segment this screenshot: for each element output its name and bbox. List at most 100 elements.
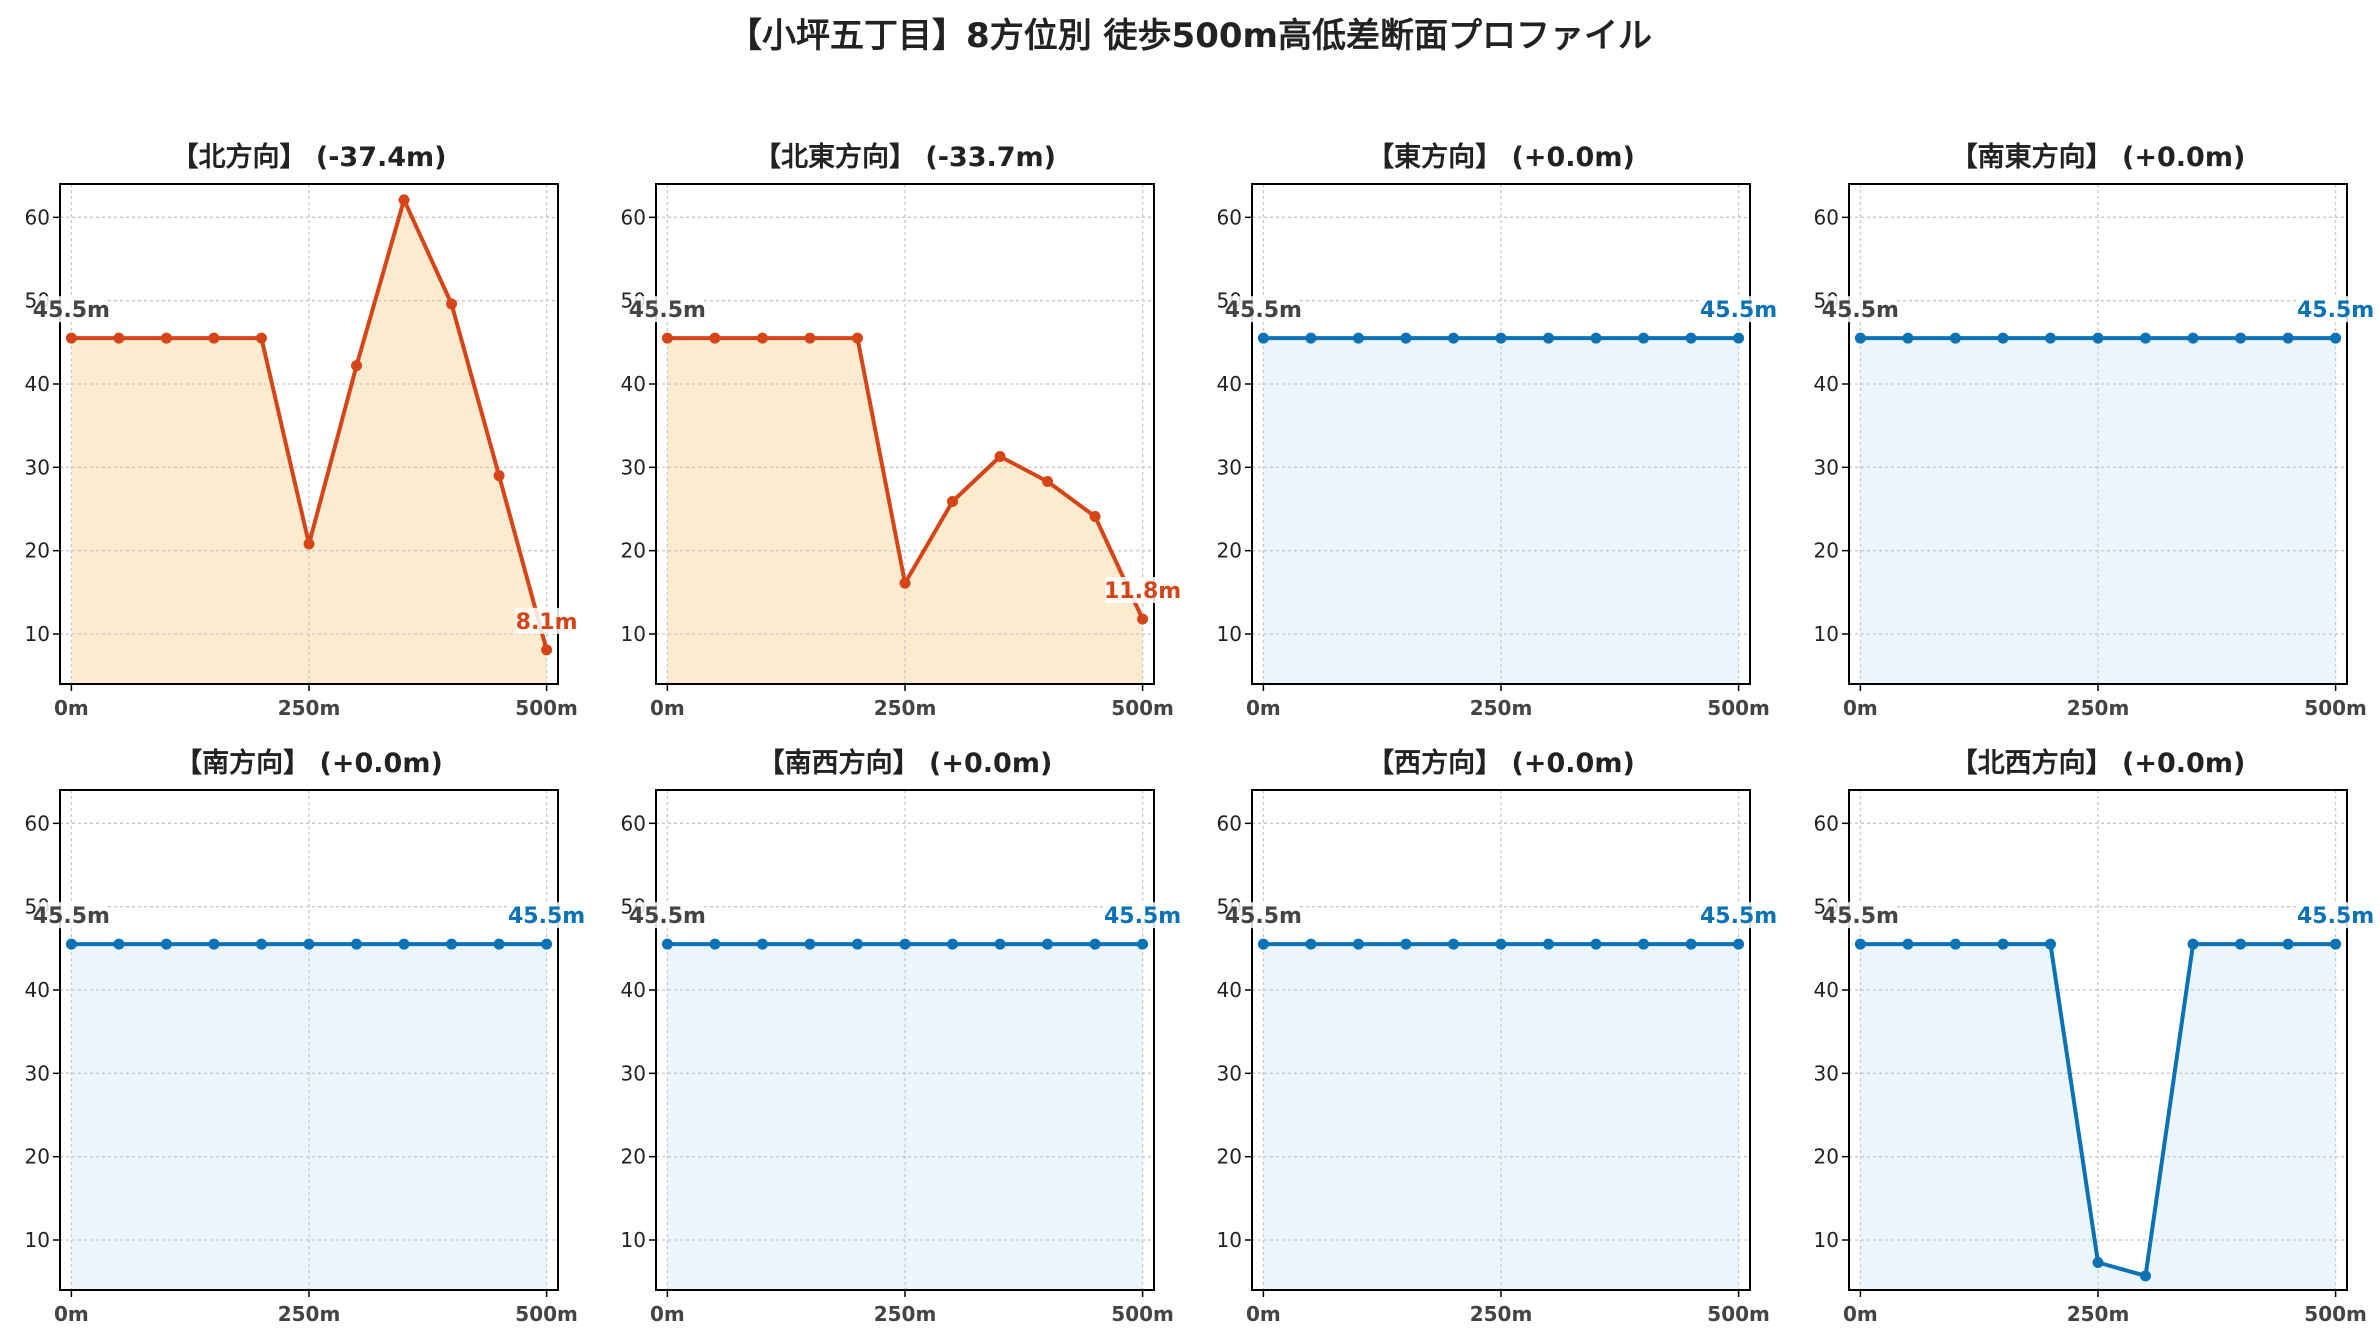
data-point bbox=[208, 938, 220, 950]
panel-title: 【南方向】 (+0.0m) bbox=[175, 747, 443, 779]
panel-title: 【北東方向】 (-33.7m) bbox=[754, 141, 1056, 173]
data-point bbox=[1685, 332, 1697, 344]
panel-title: 【東方向】 (+0.0m) bbox=[1367, 141, 1635, 173]
data-point bbox=[65, 332, 77, 344]
data-point bbox=[1137, 613, 1149, 625]
y-tick-label: 10 bbox=[1217, 1228, 1242, 1252]
data-point bbox=[160, 938, 172, 950]
start-elevation-label: 45.5m bbox=[1225, 904, 1302, 929]
area-fill bbox=[71, 199, 547, 685]
data-point bbox=[899, 938, 911, 950]
data-point bbox=[2092, 332, 2104, 344]
start-elevation-label: 45.5m bbox=[33, 298, 110, 323]
data-point bbox=[2187, 938, 2199, 950]
y-tick-label: 20 bbox=[621, 1145, 646, 1169]
data-point bbox=[493, 938, 505, 950]
data-point bbox=[1733, 332, 1745, 344]
data-point bbox=[1400, 332, 1412, 344]
x-tick-label: 250m bbox=[874, 1302, 937, 1326]
x-tick-label: 0m bbox=[1246, 1302, 1281, 1326]
start-label-bg bbox=[1229, 296, 1298, 323]
end-label-bg bbox=[2298, 296, 2374, 323]
y-tick-label: 30 bbox=[1814, 455, 1839, 479]
data-point bbox=[851, 938, 863, 950]
x-tick-label: 250m bbox=[278, 696, 341, 720]
y-tick-label: 20 bbox=[1814, 1145, 1839, 1169]
data-point bbox=[1590, 332, 1602, 344]
data-point bbox=[1089, 511, 1101, 522]
x-tick-label: 0m bbox=[1843, 696, 1878, 720]
area-fill bbox=[1860, 944, 2336, 1290]
panel-title: 【南西方向】 (+0.0m) bbox=[758, 747, 1053, 779]
x-tick-label: 500m bbox=[2304, 696, 2367, 720]
end-label-bg bbox=[1105, 902, 1181, 929]
data-point bbox=[446, 938, 458, 950]
data-point bbox=[1997, 938, 2009, 950]
area-fill bbox=[1263, 338, 1739, 684]
data-point bbox=[398, 938, 410, 950]
data-point bbox=[1042, 938, 1054, 950]
data-point bbox=[208, 332, 220, 344]
y-tick-label: 30 bbox=[621, 1061, 646, 1085]
data-point bbox=[994, 938, 1006, 950]
x-tick-label: 0m bbox=[1246, 696, 1281, 720]
y-tick-label: 20 bbox=[25, 1145, 50, 1169]
y-tick-label: 60 bbox=[621, 205, 646, 229]
data-point bbox=[1352, 332, 1364, 344]
data-point bbox=[1902, 938, 1914, 950]
data-point bbox=[1902, 332, 1914, 344]
y-tick-label: 20 bbox=[1217, 539, 1242, 563]
data-point bbox=[1495, 332, 1507, 344]
data-point bbox=[1543, 332, 1555, 344]
end-elevation-label: 8.1m bbox=[516, 610, 578, 635]
end-elevation-label: 45.5m bbox=[2297, 298, 2374, 323]
data-point bbox=[804, 938, 816, 950]
data-point bbox=[1733, 938, 1745, 950]
x-tick-label: 0m bbox=[650, 696, 685, 720]
data-point bbox=[1257, 938, 1269, 950]
data-point bbox=[1949, 332, 1961, 344]
data-point bbox=[947, 496, 959, 507]
area-fill bbox=[71, 944, 547, 1290]
data-point bbox=[2235, 332, 2247, 344]
data-point bbox=[1685, 938, 1697, 950]
data-point bbox=[756, 938, 768, 950]
figure-title: 【小坪五丁目】8方位別 徒歩500m高低差断面プロファイル bbox=[728, 16, 1652, 56]
start-label-bg bbox=[37, 296, 106, 323]
data-point bbox=[1997, 332, 2009, 344]
y-tick-label: 30 bbox=[1814, 1061, 1839, 1085]
data-point bbox=[2330, 332, 2342, 344]
data-point bbox=[804, 332, 816, 344]
data-point bbox=[398, 194, 410, 206]
y-tick-label: 20 bbox=[1217, 1145, 1242, 1169]
end-label-bg bbox=[2298, 902, 2374, 929]
x-tick-label: 250m bbox=[874, 696, 937, 720]
x-tick-label: 500m bbox=[1111, 1302, 1174, 1326]
data-point bbox=[756, 332, 768, 344]
data-point bbox=[351, 938, 363, 950]
y-tick-label: 20 bbox=[25, 539, 50, 563]
area-fill bbox=[667, 338, 1143, 684]
area-fill bbox=[1263, 944, 1739, 1290]
data-point bbox=[851, 332, 863, 344]
data-point bbox=[1638, 938, 1650, 950]
data-point bbox=[303, 938, 315, 950]
end-label-bg bbox=[1701, 902, 1777, 929]
y-tick-label: 10 bbox=[25, 1228, 50, 1252]
y-tick-label: 60 bbox=[25, 811, 50, 835]
x-tick-label: 250m bbox=[1470, 1302, 1533, 1326]
x-tick-label: 250m bbox=[2067, 1302, 2130, 1326]
x-tick-label: 500m bbox=[1111, 696, 1174, 720]
y-tick-label: 40 bbox=[1814, 978, 1839, 1002]
y-tick-label: 30 bbox=[25, 1061, 50, 1085]
y-tick-label: 40 bbox=[25, 978, 50, 1002]
data-point bbox=[2330, 938, 2342, 950]
start-elevation-label: 45.5m bbox=[629, 904, 706, 929]
data-point bbox=[160, 332, 172, 344]
panel-title: 【南東方向】 (+0.0m) bbox=[1951, 141, 2246, 173]
data-point bbox=[1089, 938, 1101, 950]
